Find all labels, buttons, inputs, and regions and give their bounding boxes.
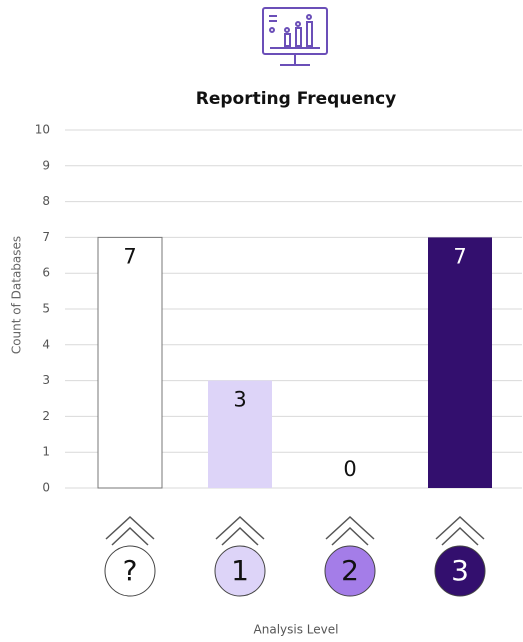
monitor-icon	[262, 7, 328, 66]
level-badge	[434, 545, 486, 597]
value-label: 7	[123, 244, 136, 268]
chevron-icon	[435, 515, 485, 546]
y-tick-label: 10	[35, 123, 50, 137]
y-tick-label: 8	[42, 194, 50, 208]
bar	[208, 380, 272, 488]
value-label: 0	[343, 457, 356, 481]
y-tick-label: 4	[42, 337, 50, 351]
chevron-icon	[105, 515, 155, 546]
value-label: 7	[453, 244, 466, 268]
bar	[97, 236, 163, 489]
y-tick-label: 6	[42, 266, 50, 280]
chart-title: Reporting Frequency	[196, 89, 397, 109]
y-tick-label: 0	[42, 481, 50, 495]
chevron-icon	[325, 515, 375, 546]
chevron-icon	[215, 515, 265, 546]
y-tick-label: 5	[42, 302, 50, 316]
y-tick-label: 1	[42, 445, 50, 459]
value-label: 3	[233, 388, 246, 412]
x-tick-label: 3	[451, 554, 469, 587]
level-badge	[214, 545, 266, 597]
y-tick-label: 3	[42, 373, 50, 387]
y-tick-label: 2	[42, 409, 50, 423]
y-tick-label: 9	[42, 158, 50, 172]
y-axis-label: Count of Databases	[10, 236, 24, 354]
x-axis-label: Analysis Level	[254, 623, 339, 637]
level-badge	[324, 545, 376, 597]
bar	[428, 237, 492, 488]
x-tick-label: 2	[341, 554, 359, 587]
y-tick-label: 7	[42, 230, 50, 244]
x-tick-label: ?	[123, 554, 138, 587]
level-badge	[104, 545, 156, 597]
x-tick-label: 1	[231, 554, 249, 587]
